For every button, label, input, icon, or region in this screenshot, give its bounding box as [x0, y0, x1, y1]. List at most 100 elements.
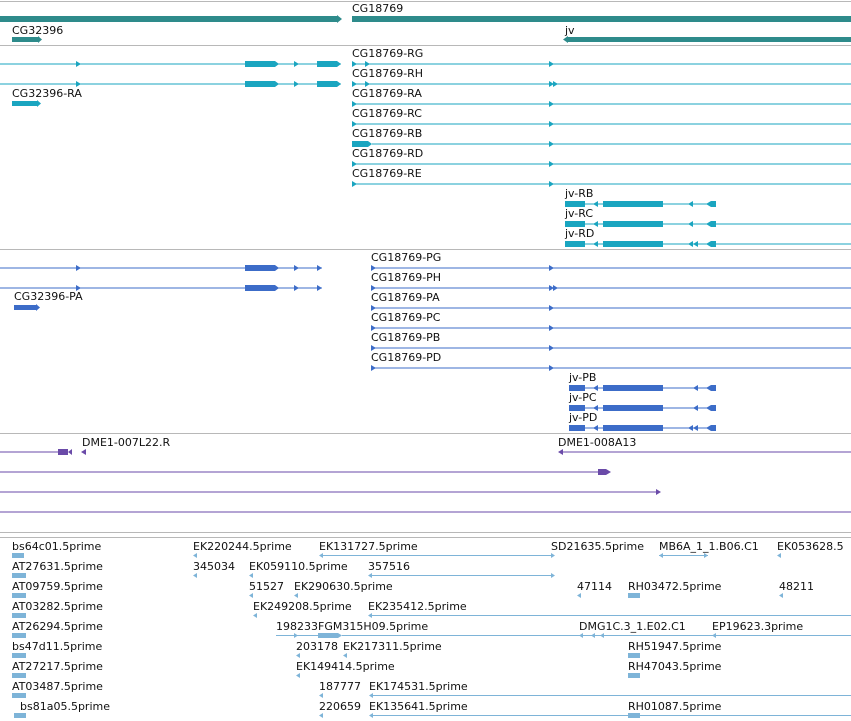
- gene-arrow-head: [38, 36, 42, 43]
- est-feature[interactable]: [14, 713, 26, 718]
- protein-label: CG32396-PA: [14, 290, 83, 303]
- est-label: RH51947.5prime: [628, 640, 722, 653]
- transcript-exon[interactable]: [245, 61, 275, 67]
- est-feature[interactable]: [628, 713, 640, 718]
- transcript-exon[interactable]: [317, 61, 337, 67]
- transcript-exon[interactable]: [12, 101, 37, 106]
- transcript-label: CG18769-RD: [352, 147, 423, 160]
- est-label: RH03472.5prime: [628, 580, 722, 593]
- est-label: AT27217.5prime: [12, 660, 103, 673]
- transcript-exon[interactable]: [711, 221, 716, 227]
- est-arrow: [779, 593, 783, 598]
- clone-end[interactable]: [598, 469, 606, 475]
- est-feature[interactable]: [12, 673, 26, 678]
- est-arrow: [551, 553, 555, 558]
- exon-arrow: [593, 221, 598, 227]
- transcript-exon[interactable]: [317, 81, 337, 87]
- transcript-label: jv-RB: [564, 187, 593, 200]
- est-arrow: [659, 553, 663, 558]
- exon-arrow: [593, 241, 598, 247]
- transcript-exon[interactable]: [603, 201, 663, 207]
- transcript-exon[interactable]: [711, 241, 716, 247]
- gene-feature-jv[interactable]: [568, 37, 851, 42]
- transcript-track: CG18769-RG CG18769-RH CG32396-RA CG18769…: [0, 47, 851, 250]
- exon-arrow: [294, 81, 299, 87]
- clone-arrow: [558, 449, 563, 455]
- est-arrow: [319, 713, 323, 718]
- transcript-label: CG18769-RG: [352, 47, 423, 60]
- gene-label-cg18769: CG18769: [352, 2, 403, 15]
- gene-feature-cg18769-right[interactable]: [352, 16, 851, 22]
- exon-arrow: [706, 201, 711, 207]
- exon-arrow: [337, 81, 341, 87]
- transcript-exon[interactable]: [565, 241, 585, 247]
- est-arrow: [368, 573, 372, 578]
- protein-track: CG32396-PA CG18769-PG CG18769-PH CG18769…: [0, 251, 851, 434]
- transcript-label: CG18769-RH: [352, 67, 423, 80]
- exon-arrow: [706, 221, 711, 227]
- transcript-label: jv-RC: [564, 207, 593, 220]
- exon-arrow: [368, 141, 372, 147]
- est-feature[interactable]: [12, 653, 26, 658]
- est-feature[interactable]: [628, 653, 640, 658]
- est-feature[interactable]: [12, 593, 26, 598]
- est-feature[interactable]: [12, 693, 26, 698]
- exon-arrow: [549, 345, 554, 351]
- transcript-exon[interactable]: [603, 241, 663, 247]
- exon-arrow: [317, 285, 322, 291]
- clone-end[interactable]: [58, 449, 68, 455]
- protein-exon[interactable]: [569, 405, 585, 411]
- est-feature[interactable]: [12, 553, 24, 558]
- protein-exon[interactable]: [245, 265, 275, 271]
- protein-exon[interactable]: [245, 285, 275, 291]
- protein-exon[interactable]: [569, 425, 585, 431]
- protein-exon[interactable]: [711, 425, 716, 431]
- transcript-exon[interactable]: [711, 201, 716, 207]
- est-label: AT03282.5prime: [12, 600, 103, 613]
- est-feature[interactable]: [628, 593, 640, 598]
- exon-arrow: [706, 405, 711, 411]
- protein-exon[interactable]: [603, 385, 663, 391]
- exon-arrow: [688, 425, 693, 431]
- est-label: EK220244.5prime: [193, 540, 292, 553]
- transcript-exon[interactable]: [245, 81, 275, 87]
- est-feature[interactable]: [318, 633, 338, 638]
- transcript-exon[interactable]: [352, 141, 368, 147]
- exon-arrow: [365, 61, 370, 67]
- clone-label: DME1-008A13: [558, 436, 636, 449]
- exon-arrow: [37, 100, 41, 107]
- est-feature[interactable]: [12, 573, 26, 578]
- exon-arrow: [688, 241, 693, 247]
- est-arrow: [294, 593, 298, 598]
- exon-arrow: [688, 201, 693, 207]
- gene-feature-cg32396[interactable]: [12, 37, 38, 42]
- est-label: EK149414.5prime: [296, 660, 395, 673]
- transcript-exon[interactable]: [603, 221, 663, 227]
- est-feature[interactable]: [12, 633, 26, 638]
- est-feature[interactable]: [628, 673, 640, 678]
- protein-exon[interactable]: [603, 405, 663, 411]
- protein-exon[interactable]: [14, 305, 36, 310]
- est-label: FGM315H09.5prime: [318, 620, 428, 633]
- est-label: AT09759.5prime: [12, 580, 103, 593]
- exon-arrow: [706, 241, 711, 247]
- est-arrow: [319, 693, 323, 698]
- est-label: 47114: [577, 580, 612, 593]
- gene-arrow-head: [337, 15, 342, 23]
- est-feature[interactable]: [12, 613, 26, 618]
- transcript-exon[interactable]: [565, 221, 585, 227]
- transcript-exon[interactable]: [565, 201, 585, 207]
- est-arrow: [704, 553, 708, 558]
- protein-exon[interactable]: [569, 385, 585, 391]
- est-arrow: [193, 573, 197, 578]
- exon-arrow: [352, 101, 357, 107]
- protein-exon[interactable]: [711, 385, 716, 391]
- exon-arrow: [294, 61, 299, 67]
- est-arrow: [249, 593, 253, 598]
- protein-exon[interactable]: [711, 405, 716, 411]
- est-label: RH01087.5prime: [628, 700, 722, 713]
- protein-exon[interactable]: [603, 425, 663, 431]
- gene-feature-cg18769-left[interactable]: [0, 16, 337, 22]
- exon-arrow: [549, 81, 554, 87]
- est-arrow: [296, 653, 300, 658]
